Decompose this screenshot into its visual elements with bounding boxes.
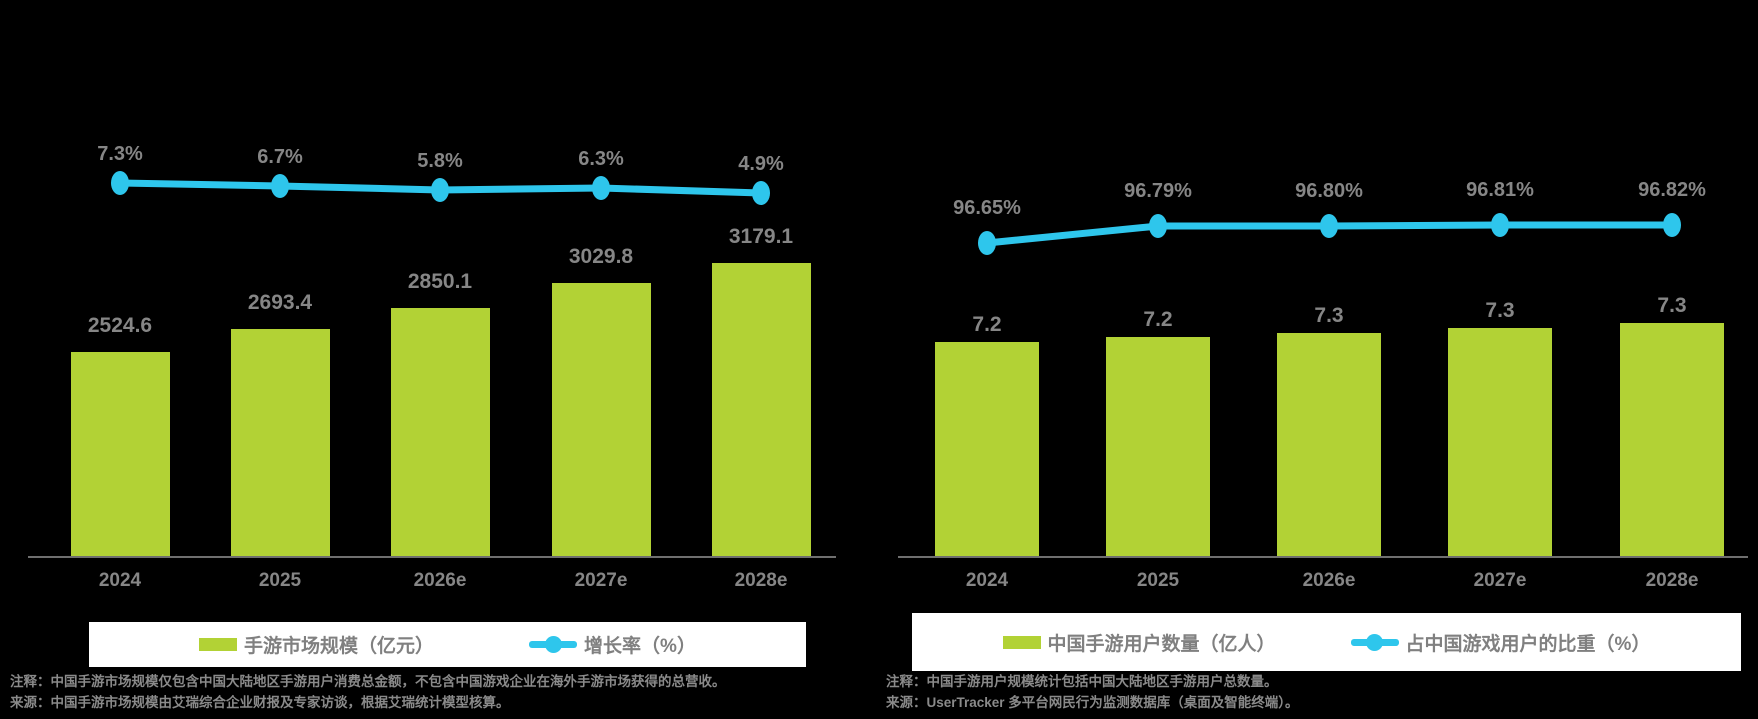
x-axis-label: 2026e	[1302, 570, 1356, 591]
legend-entry-line: 增长率（%）	[529, 631, 696, 658]
bar-2028e	[711, 263, 811, 557]
line-data-point	[111, 171, 129, 195]
bar-2027e	[551, 283, 651, 557]
legend-label: 增长率（%）	[584, 636, 696, 657]
x-axis-line	[28, 556, 836, 558]
line-value-label: 5.8%	[417, 150, 463, 172]
line-value-label: 96.81%	[1466, 179, 1534, 201]
line-data-point	[978, 231, 996, 255]
bar-value-label: 7.2	[1143, 308, 1173, 331]
line-value-label: 96.82%	[1638, 179, 1706, 201]
line-value-label: 96.65%	[953, 197, 1021, 219]
bar-2026e	[1277, 333, 1381, 557]
line-data-point	[1149, 214, 1167, 238]
line-data-point	[1491, 213, 1509, 237]
legend-entry-bar: 手游市场规模（亿元）	[199, 631, 434, 658]
line-value-label: 7.3%	[97, 143, 143, 165]
line-series-marker-icon	[529, 636, 578, 653]
bar-2025	[230, 329, 330, 557]
bar-2026e	[390, 308, 490, 557]
x-axis-label: 2026e	[413, 570, 467, 591]
line-value-label: 6.7%	[257, 146, 303, 168]
legend-entry-line: 占中国游戏用户的比重（%）	[1350, 629, 1651, 656]
bar-value-label: 3029.8	[568, 245, 634, 268]
x-axis-line	[898, 556, 1748, 558]
legend-label: 中国手游用户数量（亿人）	[1047, 633, 1276, 655]
line-data-point	[431, 178, 449, 202]
note-line: 注释：中国手游市场规模仅包含中国大陆地区手游用户消费总金额，不包含中国游戏企业在…	[10, 674, 726, 689]
user-scale-notes: 注释：中国手游用户规模统计包括中国大陆地区手游用户总数量。 来源：UserTra…	[886, 671, 1299, 713]
legend-entry-bar: 中国手游用户数量（亿人）	[1002, 629, 1276, 656]
x-axis-label: 2024	[98, 570, 142, 591]
x-axis-label: 2028e	[1645, 570, 1699, 591]
x-axis-label: 2025	[258, 570, 302, 591]
bar-value-label: 7.3	[1657, 294, 1687, 317]
rate-line	[986, 221, 1672, 247]
note-line: 来源：中国手游市场规模由艾瑞综合企业财报及专家访谈，根据艾瑞统计模型核算。	[10, 695, 510, 710]
bar-2025	[1106, 337, 1210, 557]
bar-value-label: 3179.1	[728, 225, 794, 248]
rate-line	[119, 179, 762, 197]
market-size-notes: 注释：中国手游市场规模仅包含中国大陆地区手游用户消费总金额，不包含中国游戏企业在…	[10, 671, 726, 713]
note-line: 注释：中国手游用户规模统计包括中国大陆地区手游用户总数量。	[886, 674, 1278, 689]
x-axis-label: 2028e	[734, 570, 788, 591]
line-data-point	[1663, 213, 1681, 237]
bar-value-label: 7.2	[972, 313, 1002, 336]
market-size-legend: 手游市场规模（亿元） 增长率（%）	[89, 622, 806, 667]
line-series-marker-icon	[1350, 633, 1399, 651]
bar-series-swatch-icon	[1002, 635, 1041, 649]
x-axis-label: 2024	[965, 570, 1009, 591]
line-data-point	[752, 181, 770, 205]
line-dot-icon	[544, 636, 562, 653]
bar-value-label: 7.3	[1314, 304, 1344, 327]
line-data-point	[1320, 214, 1338, 238]
line-value-label: 6.3%	[578, 148, 624, 170]
line-value-label: 96.79%	[1124, 180, 1192, 202]
bar-2027e	[1448, 328, 1552, 557]
bar-2024	[935, 342, 1039, 557]
note-line: 来源：UserTracker 多平台网民行为监测数据库（桌面及智能终端）。	[886, 695, 1299, 710]
line-value-label: 96.80%	[1295, 180, 1363, 202]
bar-2028e	[1620, 323, 1724, 557]
legend-label: 占中国游戏用户的比重（%）	[1405, 633, 1651, 655]
x-axis-label: 2027e	[574, 570, 628, 591]
bar-2024	[70, 352, 170, 557]
line-data-point	[592, 176, 610, 200]
x-axis-label: 2027e	[1473, 570, 1527, 591]
bar-value-label: 2850.1	[407, 270, 473, 293]
line-data-point	[271, 174, 289, 198]
line-value-label: 4.9%	[738, 153, 784, 175]
bar-series-swatch-icon	[199, 638, 238, 651]
user-scale-legend: 中国手游用户数量（亿人） 占中国游戏用户的比重（%）	[912, 613, 1741, 671]
bar-value-label: 7.3	[1485, 299, 1515, 322]
bar-value-label: 2524.6	[87, 314, 153, 337]
line-dot-icon	[1366, 633, 1384, 651]
bar-value-label: 2693.4	[247, 291, 313, 314]
x-axis-label: 2025	[1136, 570, 1180, 591]
legend-label: 手游市场规模（亿元）	[244, 636, 435, 657]
